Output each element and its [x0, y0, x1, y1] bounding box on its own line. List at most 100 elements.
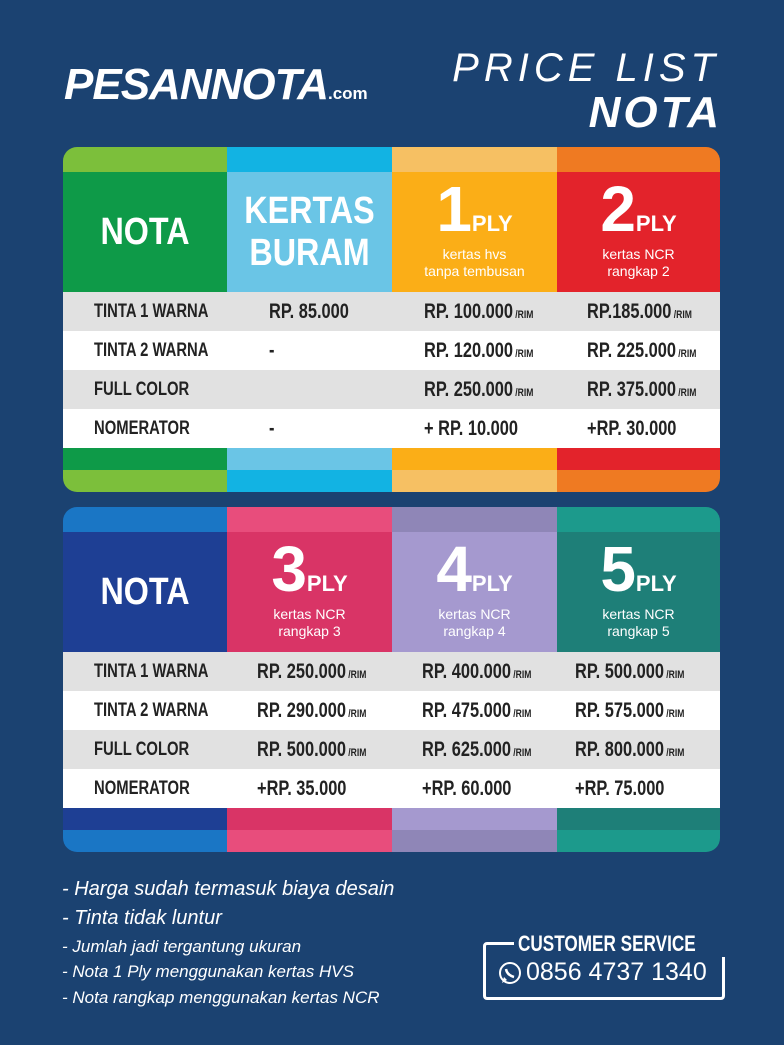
price-cell: RP. 250.000/RIM [257, 652, 397, 695]
price: RP. 225.000 [587, 339, 676, 362]
header-desc: kertas NCR [602, 246, 675, 262]
price-unit: /RIM [673, 309, 692, 321]
price: RP. 800.000 [575, 738, 664, 761]
price-unit: /RIM [348, 708, 367, 720]
price-cell: RP. 290.000/RIM [257, 691, 397, 734]
header-cell: NOTA [63, 172, 227, 292]
price-unit: /RIM [513, 747, 532, 759]
header-stripe [557, 507, 720, 532]
header-number: 4PLY [392, 534, 557, 619]
row-label-text: TINTA 1 WARNA [94, 301, 209, 322]
footer-stripe [392, 448, 557, 470]
price-table: NOTA 3PLY kertas NCR rangkap 3 4PLY kertas NC… [63, 507, 720, 852]
price-cell: RP. 120.000/RIM [424, 331, 564, 374]
header-desc: kertas NCR [438, 606, 511, 622]
price-unit: /RIM [515, 309, 534, 321]
price-table: NOTA KERTAS BURAM 1PLY kertas hvs tanpa temb… [63, 147, 720, 492]
header-desc: rangkap 3 [278, 623, 341, 639]
footer-stripe [63, 808, 227, 830]
price-cell: - [269, 331, 276, 370]
price: RP. 500.000 [257, 738, 346, 761]
price-row: NOMERATOR - + RP. 10.000 +RP. 30.000 [63, 409, 720, 448]
price-row: TINTA 2 WARNA - RP. 120.000/RIM RP. 225.000… [63, 331, 720, 370]
footer-stripe [392, 470, 557, 492]
header-desc: rangkap 2 [607, 263, 670, 279]
header-title: KERTAS BURAM [244, 190, 375, 274]
row-label-text: FULL COLOR [94, 739, 190, 760]
cs-phone: 0856 4737 1340 [526, 958, 707, 986]
price-unit: /RIM [515, 348, 534, 360]
price-cell: RP. 625.000/RIM [422, 730, 562, 773]
header-stripe [392, 507, 557, 532]
footer-stripe [392, 830, 557, 852]
header-stripe [392, 147, 557, 172]
price: - [269, 417, 275, 440]
header-cell: 5PLY kertas NCR rangkap 5 [557, 532, 720, 652]
price-cell: RP. 400.000/RIM [422, 652, 562, 695]
price: RP. 290.000 [257, 699, 346, 722]
price-unit: /RIM [666, 669, 685, 681]
ply-number: 4 [436, 533, 472, 605]
price-unit: /RIM [513, 669, 532, 681]
row-label: NOMERATOR [94, 769, 217, 808]
header-cell: 3PLY kertas NCR rangkap 3 [227, 532, 392, 652]
header-cell: 4PLY kertas NCR rangkap 4 [392, 532, 557, 652]
footer-stripe [392, 808, 557, 830]
price-cell: +RP. 75.000 [575, 769, 690, 808]
header-number: 3PLY [227, 534, 392, 619]
price-cell: +RP. 60.000 [422, 769, 537, 808]
price-cell: +RP. 30.000 [587, 409, 702, 448]
row-label-text: TINTA 2 WARNA [94, 700, 209, 721]
row-label: TINTA 2 WARNA [94, 331, 241, 370]
footer-stripe [227, 830, 392, 852]
price-unit: /RIM [513, 708, 532, 720]
header-cell: 2PLY kertas NCR rangkap 2 [557, 172, 720, 292]
header-number: 5PLY [557, 534, 720, 619]
ply-unit: PLY [635, 211, 677, 236]
price-cell: RP. 800.000/RIM [575, 730, 715, 773]
price-cell: +RP. 35.000 [257, 769, 372, 808]
price: RP. 625.000 [422, 738, 511, 761]
price-row: FULL COLOR RP. 250.000/RIM RP. 375.000/RIM [63, 370, 720, 409]
header-desc: kertas hvs [442, 246, 507, 262]
row-label-text: NOMERATOR [94, 778, 190, 799]
whatsapp-icon [499, 962, 521, 984]
price-row: FULL COLOR RP. 500.000/RIM RP. 625.000/RIM… [63, 730, 720, 769]
footer-stripe [63, 830, 227, 852]
footer-stripe [63, 470, 227, 492]
price-cell: RP.185.000/RIM [587, 292, 720, 335]
row-label-text: NOMERATOR [94, 418, 190, 439]
header-desc: rangkap 5 [607, 623, 670, 639]
price: RP. 575.000 [575, 699, 664, 722]
price-cell: RP. 500.000/RIM [257, 730, 397, 773]
price-cell: RP. 500.000/RIM [575, 652, 715, 695]
price-unit: /RIM [666, 708, 685, 720]
price: RP. 250.000 [424, 378, 513, 401]
row-label: NOMERATOR [94, 409, 217, 448]
note: - Jumlah jadi tergantung ukuran [62, 937, 302, 956]
row-label: TINTA 2 WARNA [94, 691, 241, 730]
price: - [269, 339, 275, 362]
price-cell: RP. 375.000/RIM [587, 370, 720, 413]
price: RP. 250.000 [257, 660, 346, 683]
price-row: TINTA 1 WARNA RP. 85.000 RP. 100.000/RIM RP… [63, 292, 720, 331]
header-stripe [227, 507, 392, 532]
header-stripe [63, 147, 227, 172]
brand-name: PESANNOTA [64, 60, 329, 109]
customer-service: CUSTOMER SERVICE 0856 4737 1340 [483, 931, 750, 1000]
header-number: 1PLY [392, 174, 557, 259]
subtitle: NOTA [588, 88, 722, 137]
price-unit: /RIM [515, 387, 534, 399]
price: RP.185.000 [587, 300, 672, 323]
row-label: TINTA 1 WARNA [94, 292, 241, 331]
row-label: FULL COLOR [94, 370, 216, 409]
price-cell: RP. 475.000/RIM [422, 691, 562, 734]
footer-stripe [227, 448, 392, 470]
price-cell: RP. 100.000/RIM [424, 292, 564, 335]
header-number: 2PLY [557, 174, 720, 259]
price: + RP. 10.000 [424, 417, 518, 440]
row-label-text: TINTA 2 WARNA [94, 340, 209, 361]
price: RP. 375.000 [587, 378, 676, 401]
note: - Nota rangkap menggunakan kertas NCR [62, 988, 380, 1007]
